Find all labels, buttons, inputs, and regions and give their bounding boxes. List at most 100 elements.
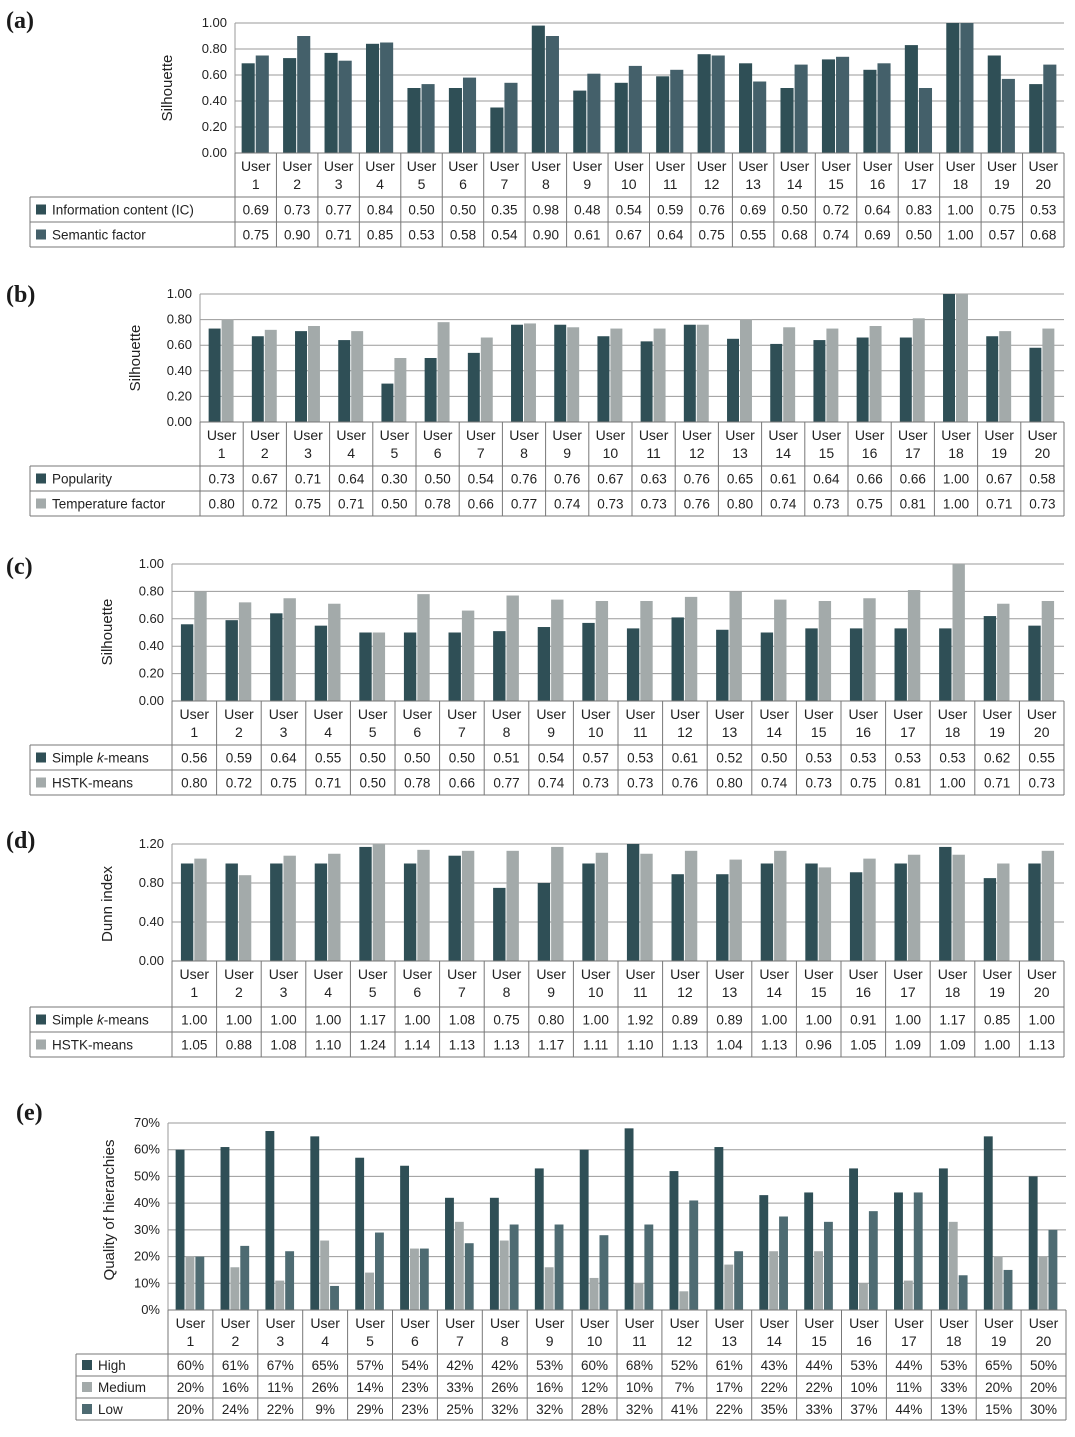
category-label-line: User bbox=[313, 966, 343, 982]
bar bbox=[461, 850, 475, 961]
data-label: 1.00 bbox=[947, 203, 973, 218]
y-tick-label: 0.00 bbox=[202, 145, 227, 160]
category-label: User 1 bbox=[180, 706, 210, 740]
category-label: User 8 bbox=[492, 706, 522, 740]
bar bbox=[1048, 1229, 1058, 1310]
bar bbox=[986, 336, 999, 422]
data-label: 44% bbox=[806, 1358, 833, 1373]
legend-swatch bbox=[36, 204, 46, 215]
category-label: User 7 bbox=[445, 1315, 475, 1349]
bar bbox=[956, 294, 968, 422]
bar bbox=[993, 1256, 1003, 1310]
category-label-line: User bbox=[725, 427, 755, 443]
category-label: User 4 bbox=[365, 158, 395, 192]
bar bbox=[448, 632, 461, 701]
category-label: User 2 bbox=[224, 966, 254, 1000]
legend-swatch bbox=[36, 777, 46, 788]
legend-swatch bbox=[36, 473, 46, 484]
data-label: 41% bbox=[671, 1402, 698, 1417]
bar bbox=[579, 1149, 589, 1310]
category-label-line: User bbox=[358, 966, 388, 982]
bar bbox=[504, 82, 518, 153]
data-label: 1.00 bbox=[761, 1013, 787, 1028]
data-label: 0.62 bbox=[984, 751, 1010, 766]
data-label: 0.80 bbox=[716, 776, 742, 791]
bar bbox=[454, 1221, 464, 1310]
bar bbox=[716, 629, 729, 701]
category-label-line: User bbox=[670, 966, 700, 982]
bar bbox=[534, 1168, 544, 1310]
bar bbox=[314, 625, 328, 701]
chart-panel-d: (d) 0.00 0.40 0.80 1.20 Dunn index User 1 User 2… bbox=[0, 820, 1075, 1090]
data-label: 1.05 bbox=[850, 1038, 876, 1053]
category-label-line: 8 bbox=[503, 724, 511, 740]
category-label: User 12 bbox=[670, 706, 700, 740]
data-label: 0.75 bbox=[295, 497, 321, 512]
bar bbox=[634, 1283, 644, 1310]
bar bbox=[640, 341, 653, 422]
category-label-line: 16 bbox=[862, 445, 878, 461]
category-label: User 11 bbox=[639, 427, 669, 461]
category-label: User 2 bbox=[224, 706, 254, 740]
bar bbox=[380, 42, 394, 153]
category-label-line: 20 bbox=[1034, 984, 1050, 1000]
category-label-line: User bbox=[180, 966, 210, 982]
category-label-line: 1 bbox=[190, 984, 198, 1000]
data-label: 0.71 bbox=[338, 497, 364, 512]
category-label-line: User bbox=[365, 158, 395, 174]
bar bbox=[421, 84, 435, 153]
data-label: 0.35 bbox=[491, 203, 517, 218]
data-label: 0.48 bbox=[574, 203, 600, 218]
bar bbox=[551, 846, 564, 961]
bar bbox=[255, 55, 269, 153]
category-label-line: User bbox=[804, 966, 834, 982]
bar bbox=[868, 1211, 878, 1310]
category-label-line: 1 bbox=[187, 1333, 195, 1349]
bar bbox=[490, 107, 504, 153]
category-label-line: 13 bbox=[722, 724, 738, 740]
category-label-line: 15 bbox=[811, 1333, 827, 1349]
category-label-line: 9 bbox=[546, 1333, 554, 1349]
category-label-line: User bbox=[904, 158, 934, 174]
data-label: 60% bbox=[177, 1358, 204, 1373]
bar bbox=[894, 1192, 903, 1310]
bar bbox=[524, 323, 536, 422]
category-label-line: User bbox=[898, 427, 928, 443]
y-tick-label: 0.40 bbox=[167, 363, 192, 378]
category-label-line: User bbox=[207, 427, 237, 443]
category-label-line: User bbox=[355, 1315, 385, 1331]
category-label: User 10 bbox=[614, 158, 644, 192]
category-label: User 14 bbox=[780, 158, 810, 192]
legend-label: Low bbox=[98, 1402, 123, 1417]
category-label-line: User bbox=[1028, 427, 1058, 443]
category-label-line: 17 bbox=[901, 1333, 917, 1349]
data-label: 0.72 bbox=[823, 203, 849, 218]
category-label: User 13 bbox=[715, 966, 745, 1000]
category-label-line: 2 bbox=[235, 984, 243, 1000]
bar bbox=[997, 863, 1010, 961]
legend-label: Semantic factor bbox=[52, 228, 146, 243]
bar bbox=[1028, 863, 1041, 961]
category-label: User 13 bbox=[715, 706, 745, 740]
category-label-line: 2 bbox=[231, 1333, 239, 1349]
bar bbox=[640, 600, 653, 701]
data-label: 1.00 bbox=[947, 228, 973, 243]
bar bbox=[461, 610, 475, 701]
data-label: 1.08 bbox=[449, 1013, 475, 1028]
bar bbox=[946, 23, 960, 153]
category-label-line: 6 bbox=[459, 176, 467, 192]
data-label: 0.53 bbox=[806, 751, 832, 766]
category-label-line: User bbox=[447, 706, 477, 722]
data-label: 0.57 bbox=[989, 228, 1015, 243]
category-label-line: 10 bbox=[621, 176, 637, 192]
category-label-line: User bbox=[655, 158, 685, 174]
chart-panel-b: (b) 0.00 0.20 0.40 0.60 0.80 1.00 Silhouette Us… bbox=[0, 274, 1075, 536]
bar bbox=[794, 64, 808, 153]
bar bbox=[506, 850, 519, 961]
data-label: 0.78 bbox=[404, 776, 430, 791]
chart-svg: 0% 10% 20% 30% 40% 50% 60% 70% Quality of hierar… bbox=[75, 1115, 1067, 1421]
bar bbox=[774, 850, 787, 961]
bar bbox=[537, 627, 551, 701]
bar bbox=[818, 600, 832, 701]
